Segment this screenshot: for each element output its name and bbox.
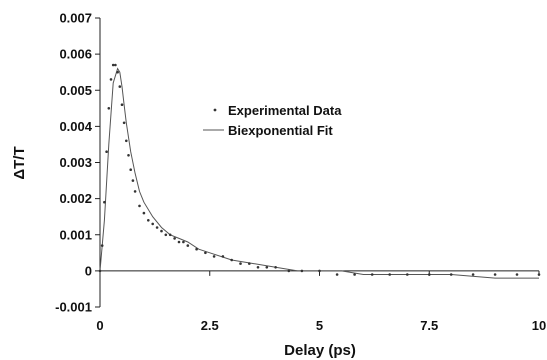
y-axis-title: ΔT/T [11,146,28,179]
y-tick-label: 0.005 [59,83,92,98]
data-point [353,273,356,276]
data-point [133,190,137,193]
data-point [230,258,233,262]
y-tick-label: 0.006 [59,47,92,62]
data-point [129,168,132,171]
x-tick-label: 2.5 [201,318,219,333]
y-tick-label: 0.002 [59,191,92,206]
data-point [388,273,392,276]
data-point [239,262,242,265]
y-axis-ticks: -0.001 0 0.001 0.002 0.003 0.004 0.005 0.006 0.0… [55,11,100,315]
legend-label-experimental-data: Experimental Data [228,103,342,118]
data-point [186,244,190,247]
data-point [177,240,181,244]
data-point [114,63,117,67]
data-point [107,107,111,110]
experimental-data-points [98,63,541,276]
data-point [204,251,207,255]
y-tick-label: 0 [85,263,92,278]
data-point [449,273,453,276]
x-axis-title: Delay (ps) [284,342,356,359]
data-point [248,262,251,265]
data-point [100,244,104,247]
data-point [147,219,150,222]
data-point [406,273,409,276]
data-point [256,266,260,269]
data-point [151,222,154,226]
data-point [168,233,172,237]
data-point [428,273,431,276]
data-point [164,233,168,237]
data-point [127,154,130,157]
data-point [274,266,277,269]
data-point [318,269,321,273]
data-point [212,255,216,258]
x-tick-label: 10 [532,318,546,333]
data-point [537,273,541,276]
y-tick-label: -0.001 [55,300,92,315]
data-point [122,121,126,125]
data-point [98,269,102,273]
y-tick-label: 0.001 [59,227,92,242]
data-point [142,211,146,215]
data-point [182,240,185,244]
data-point [221,255,225,258]
data-point [287,269,291,273]
data-point [120,103,124,106]
data-point [300,269,304,273]
y-tick-label: 0.003 [59,155,92,170]
data-point [515,273,519,276]
data-point [493,273,497,276]
data-point [125,139,128,143]
data-point [138,204,141,208]
data-point [118,85,122,88]
data-point [195,247,198,251]
x-tick-label: 0 [96,318,103,333]
data-point [173,237,176,240]
data-point [265,266,269,269]
y-tick-label: 0.004 [59,119,92,134]
data-point [160,229,163,233]
data-point [370,273,374,276]
x-axis-ticks: 0 2.5 5 7.5 10 [96,270,546,333]
legend-label-biexponential-fit: Biexponential Fit [228,123,333,138]
data-point [155,226,159,229]
data-point [335,273,339,276]
legend: Experimental Data Biexponential Fit [203,103,342,138]
x-tick-label: 5 [316,318,323,333]
x-tick-label: 7.5 [420,318,438,333]
data-point [105,150,108,153]
data-point [116,70,119,74]
y-tick-label: 0.007 [59,11,92,26]
data-point [109,78,113,81]
data-point [131,179,135,182]
data-point [103,200,106,204]
data-point [471,273,475,276]
data-point [111,63,115,67]
legend-marker-experimental-data [213,108,217,112]
